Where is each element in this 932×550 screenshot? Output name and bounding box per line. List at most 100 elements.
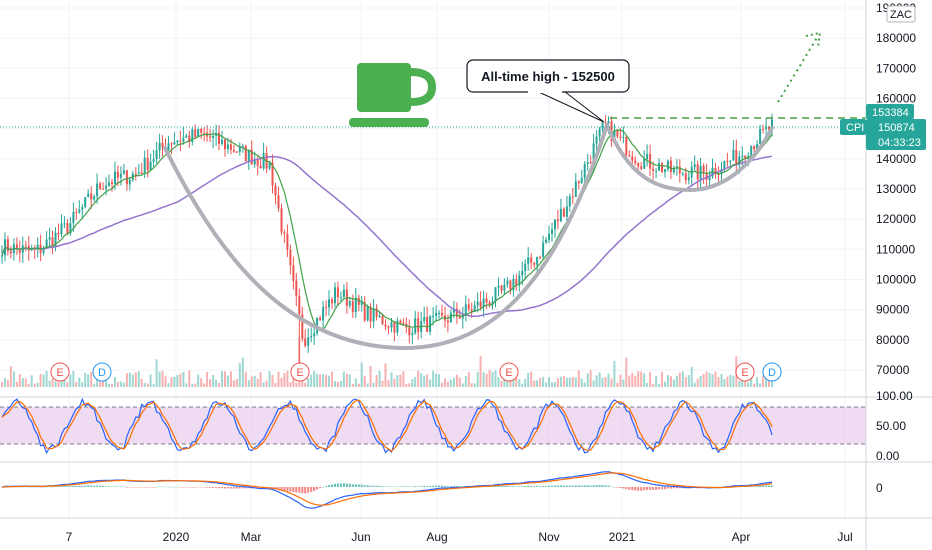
macd-hist-bar: [449, 486, 452, 487]
macd-hist-bar: [393, 486, 396, 488]
dividend-marker[interactable]: D: [92, 362, 112, 382]
stoch-axis: 100.00 50.00 0.00: [876, 389, 913, 463]
volume-bar: [750, 374, 753, 387]
candle-body: [717, 174, 720, 176]
macd-hist-bar: [577, 485, 580, 487]
macd-hist-bar: [655, 487, 658, 490]
candle-body: [250, 149, 253, 165]
candle-body: [149, 161, 152, 171]
candle-body: [286, 233, 289, 250]
volume-bar: [21, 377, 24, 387]
earnings-marker[interactable]: E: [499, 362, 519, 382]
volume-bar: [702, 374, 705, 387]
macd-hist-bar: [675, 487, 678, 489]
volume-bar: [658, 383, 660, 387]
volume-bar: [319, 374, 322, 387]
earnings-marker[interactable]: E: [50, 362, 70, 382]
candle-body: [762, 128, 765, 130]
candle-body: [753, 146, 756, 150]
event-label: D: [768, 367, 776, 379]
volume-bar: [357, 383, 360, 387]
candle-body: [331, 299, 333, 304]
volume-bar: [759, 383, 762, 387]
macd-hist-bar: [24, 486, 27, 488]
macd-hist-bar: [622, 487, 625, 489]
macd-hist-bar: [191, 487, 194, 488]
candle-body: [280, 208, 283, 233]
macd-hist-bar: [105, 486, 108, 487]
candle-body: [319, 317, 322, 321]
earnings-marker[interactable]: E: [735, 362, 755, 382]
volume-bar: [610, 378, 613, 387]
candle-body: [244, 145, 247, 162]
ma-slow-line: [1, 155, 773, 318]
volume-bar: [280, 377, 283, 387]
volume-bar: [235, 379, 238, 387]
macd-hist-bar: [411, 486, 414, 488]
macd-hist-bar: [616, 487, 619, 488]
volume-bar: [518, 379, 521, 387]
volume-bar: [479, 355, 482, 387]
candle-body: [438, 312, 440, 314]
volume-bar: [669, 376, 672, 387]
volume-bar: [128, 372, 131, 387]
macd-hist-bar: [33, 487, 36, 488]
candle-body: [57, 232, 60, 235]
volume-bar: [325, 375, 328, 387]
volume-bar: [369, 366, 372, 387]
macd-hist-bar: [1, 487, 3, 488]
macd-hist-bar: [342, 483, 345, 487]
macd-hist-bar: [750, 486, 753, 487]
candle-body: [310, 336, 313, 338]
macd-hist-bar: [277, 487, 280, 490]
volume-bar: [197, 374, 200, 387]
macd-hist-bar: [238, 487, 241, 489]
macd-hist-bar: [363, 485, 366, 487]
event-label: E: [505, 367, 512, 379]
macd-hist-bar: [762, 485, 765, 487]
volume-bar: [307, 378, 310, 387]
candle-body: [681, 173, 684, 175]
candle-body: [6, 239, 9, 252]
candle-body: [283, 232, 286, 234]
candle-body: [500, 285, 503, 291]
candle-body: [446, 320, 449, 323]
candle-body: [684, 173, 687, 181]
candle-body: [99, 183, 102, 189]
macd-hist-bar: [310, 487, 313, 492]
volume-bar: [206, 371, 209, 387]
candle-body: [182, 137, 185, 142]
macd-hist-bar: [601, 485, 604, 487]
volume-bar: [48, 380, 51, 387]
earnings-marker[interactable]: E: [290, 362, 310, 382]
candle-body: [494, 287, 497, 302]
volume-bar: [551, 382, 553, 387]
time-tick: Nov: [538, 530, 559, 544]
candle-body: [212, 135, 215, 138]
candle-body: [577, 181, 580, 184]
candle-body: [509, 280, 512, 291]
candle-body: [155, 150, 158, 160]
candle-body: [179, 140, 182, 142]
macd-hist-bar: [39, 487, 42, 488]
volume-bar: [375, 375, 378, 387]
macd-hist-bar: [149, 487, 152, 488]
candle-body: [571, 196, 574, 198]
volume-bar: [191, 383, 194, 387]
coffee-cup-icon: [349, 63, 437, 127]
candle-body: [768, 126, 770, 130]
macd-hist-bar: [182, 487, 185, 488]
price-tick: 90000: [876, 303, 910, 317]
candle-body: [702, 165, 705, 174]
candle-body: [146, 157, 149, 171]
macd-hist-bar: [45, 486, 48, 488]
volume-bar: [336, 382, 339, 387]
macd-hist-bar: [215, 487, 218, 488]
time-tick: 2020: [163, 530, 190, 544]
dividend-marker[interactable]: D: [762, 362, 782, 382]
macd-hist-bar: [506, 485, 509, 487]
candle-body: [672, 168, 675, 173]
candle-body: [105, 185, 108, 190]
symbol-badge[interactable]: CPI: [840, 119, 866, 135]
currency-badge[interactable]: ZAC: [886, 5, 916, 23]
